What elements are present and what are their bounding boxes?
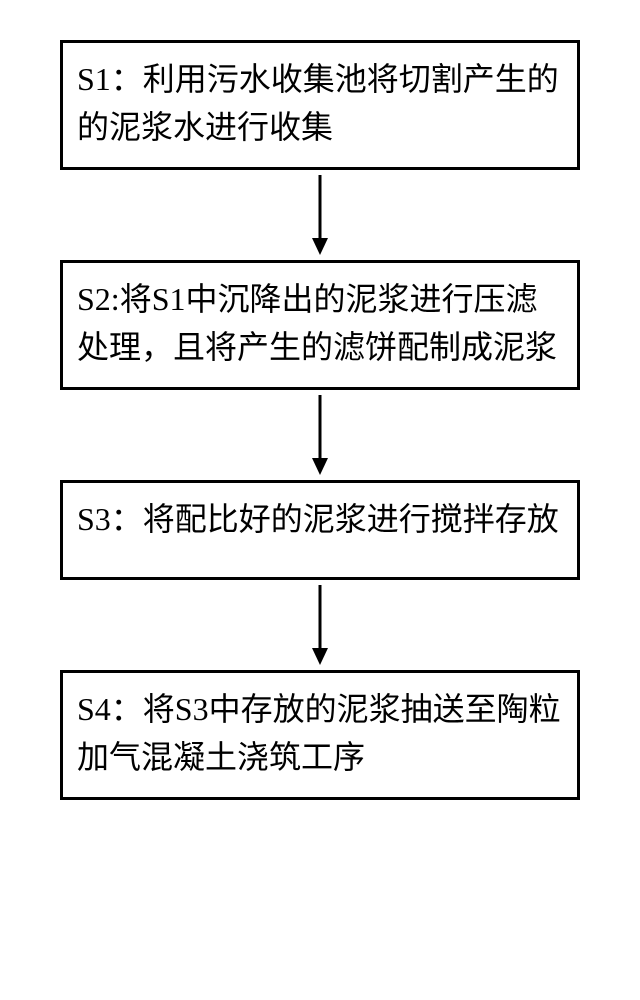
arrow-s1-s2	[60, 170, 580, 260]
arrow-s2-s3	[60, 390, 580, 480]
arrow-icon	[305, 580, 335, 670]
arrow-s3-s4	[60, 580, 580, 670]
arrow-icon	[305, 390, 335, 480]
flowchart-container: S1：利用污水收集池将切割产生的的泥浆水进行收集 S2:将S1中沉降出的泥浆进行…	[60, 40, 580, 800]
arrow-icon	[305, 170, 335, 260]
step-box-s2: S2:将S1中沉降出的泥浆进行压滤处理，且将产生的滤饼配制成泥浆	[60, 260, 580, 390]
step-box-s3: S3：将配比好的泥浆进行搅拌存放	[60, 480, 580, 580]
step-text-s2: S2:将S1中沉降出的泥浆进行压滤处理，且将产生的滤饼配制成泥浆	[77, 275, 563, 371]
step-text-s4: S4：将S3中存放的泥浆抽送至陶粒加气混凝土浇筑工序	[77, 685, 563, 781]
step-text-s1: S1：利用污水收集池将切割产生的的泥浆水进行收集	[77, 55, 563, 151]
step-text-s3: S3：将配比好的泥浆进行搅拌存放	[77, 495, 563, 543]
step-box-s4: S4：将S3中存放的泥浆抽送至陶粒加气混凝土浇筑工序	[60, 670, 580, 800]
step-box-s1: S1：利用污水收集池将切割产生的的泥浆水进行收集	[60, 40, 580, 170]
